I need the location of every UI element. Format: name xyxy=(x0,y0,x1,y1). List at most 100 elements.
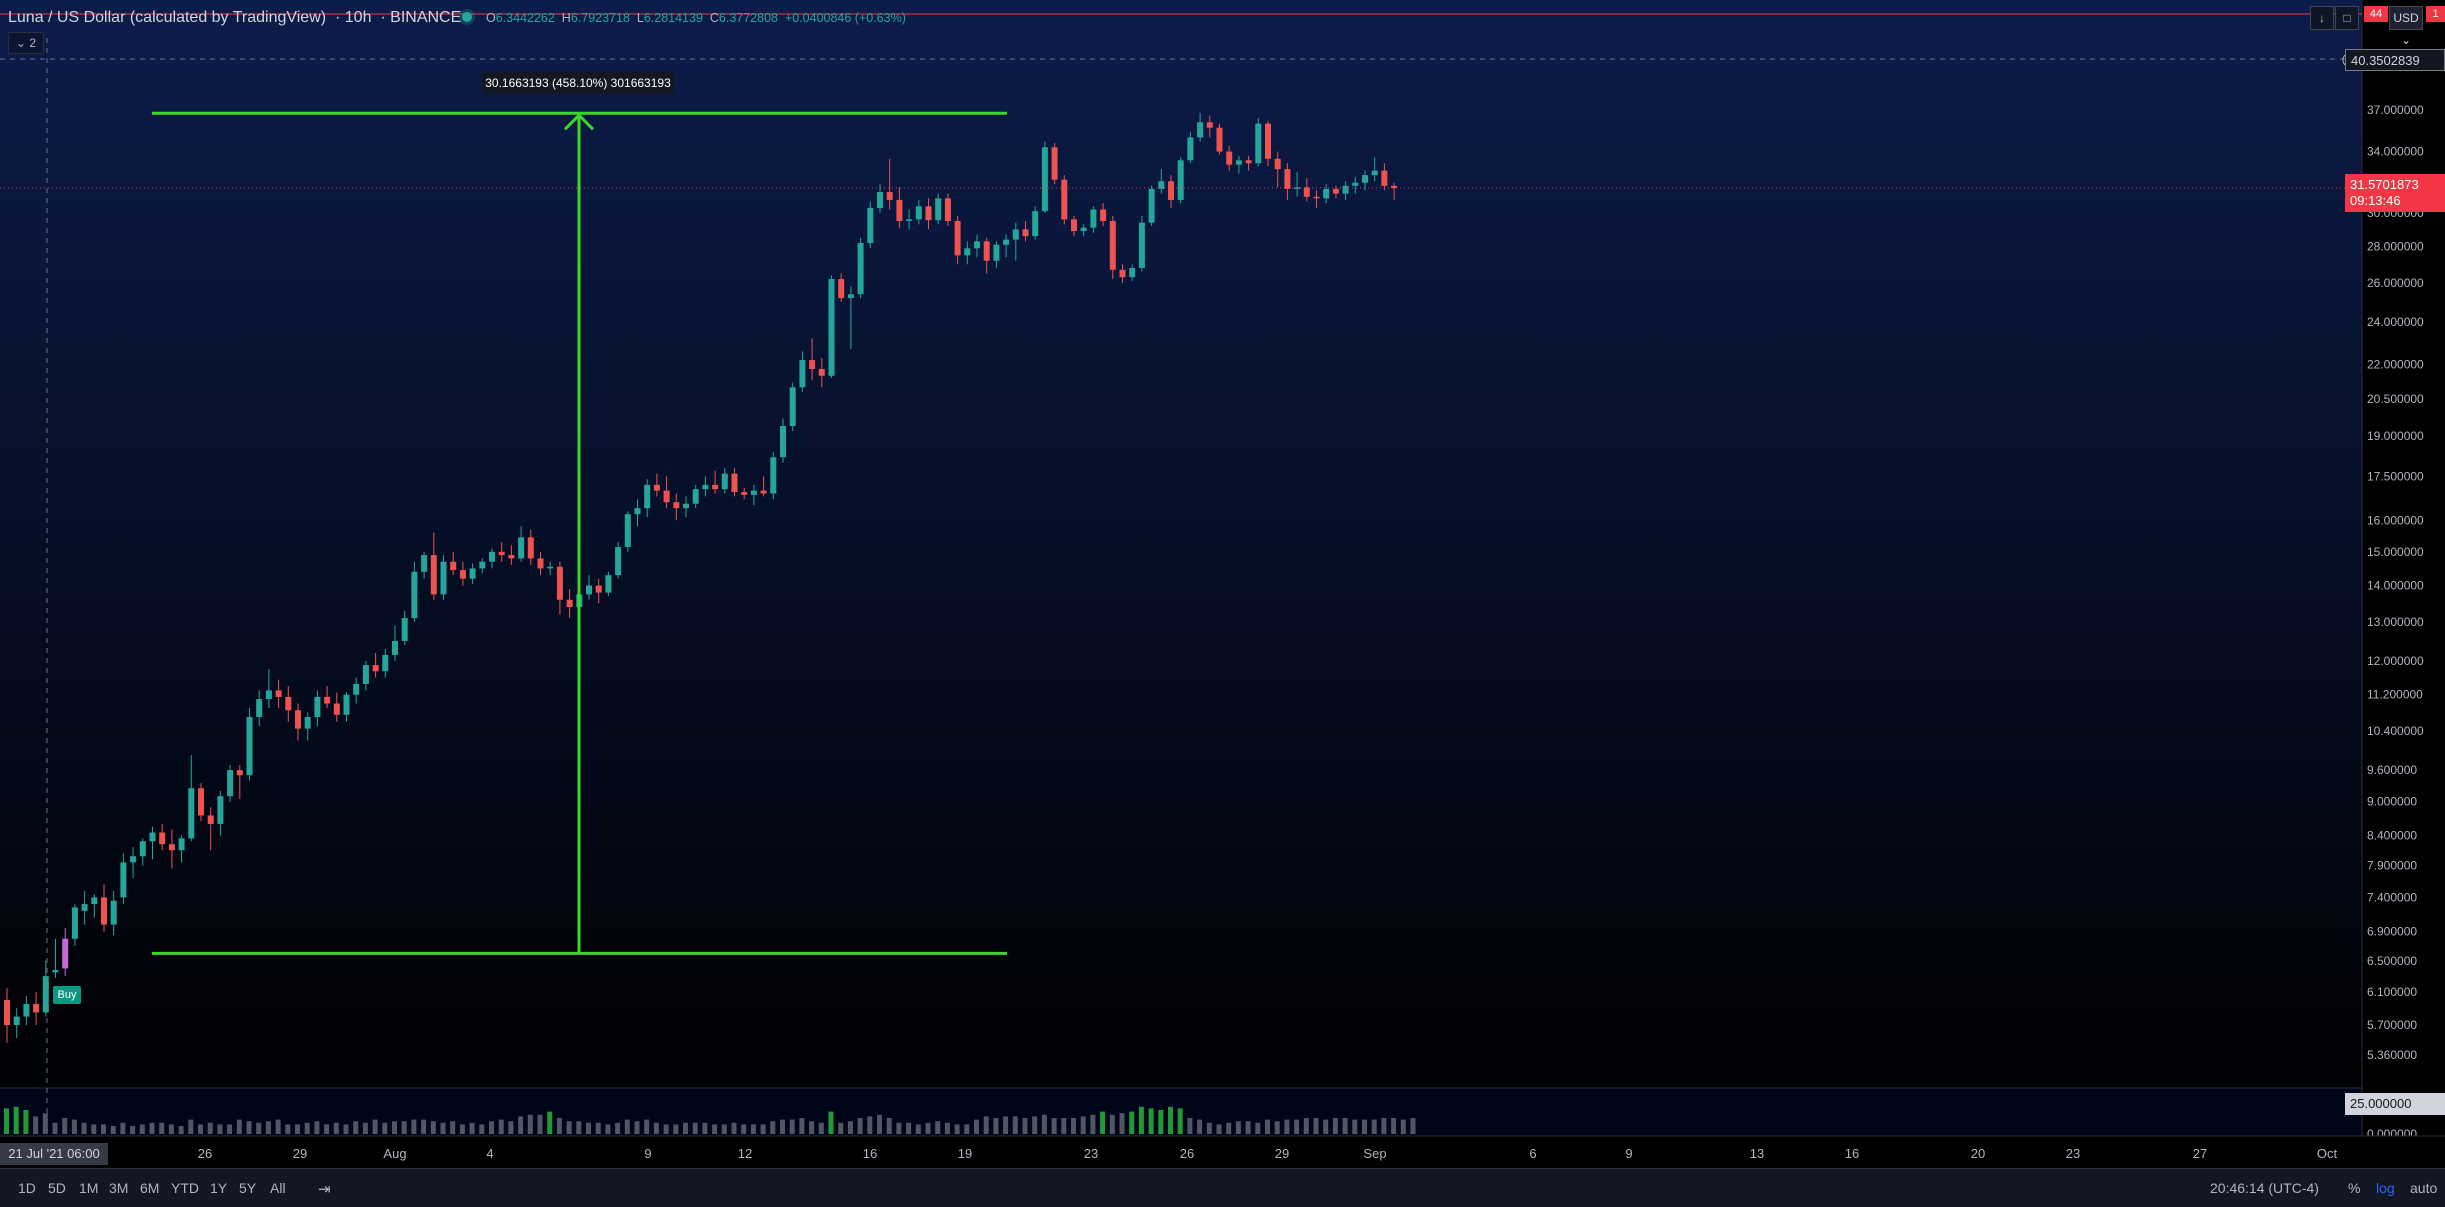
volume-bar xyxy=(867,1116,873,1134)
alert-count-badge-2[interactable]: 1 xyxy=(2426,6,2445,22)
y-tick-label: 28.000000 xyxy=(2367,240,2424,254)
date-range-icon[interactable]: ⇥ xyxy=(318,1181,331,1198)
volume-bar xyxy=(178,1126,184,1134)
candle-body xyxy=(964,248,971,256)
volume-bar xyxy=(692,1122,698,1134)
volume-bar xyxy=(566,1121,572,1134)
range-6m-button[interactable]: 6M xyxy=(140,1180,160,1196)
volume-bar xyxy=(1022,1118,1028,1134)
volume-bar xyxy=(217,1124,223,1134)
y-tick-label: 37.000000 xyxy=(2367,103,2424,117)
candle-body xyxy=(983,241,990,261)
candle-body xyxy=(411,571,418,619)
volume-bar xyxy=(925,1122,931,1134)
candle-body xyxy=(683,503,689,509)
volume-bar xyxy=(634,1121,640,1134)
x-tick-label: Aug xyxy=(383,1146,406,1161)
range-all-button[interactable]: All xyxy=(270,1180,286,1196)
volume-bar xyxy=(906,1122,912,1134)
volume-bar xyxy=(721,1124,727,1134)
clock-label[interactable]: 20:46:14 (UTC-4) xyxy=(2210,1180,2319,1196)
volume-bar xyxy=(915,1124,921,1134)
crosshair-date-label: 21 Jul '21 06:00 xyxy=(0,1143,108,1165)
candle-body xyxy=(1332,188,1339,194)
low-value: 6.2814139 xyxy=(643,11,703,25)
volume-scale-top-text: 25.000000 xyxy=(2350,1096,2412,1111)
volume-bar xyxy=(1284,1119,1290,1134)
candle-body xyxy=(1323,188,1330,199)
candle-body xyxy=(915,206,922,220)
log-toggle[interactable]: log xyxy=(2376,1180,2395,1196)
y-tick-label: 26.000000 xyxy=(2367,276,2424,290)
candle-body xyxy=(353,683,360,695)
candle-body xyxy=(760,490,767,494)
candle-body xyxy=(1303,187,1310,197)
x-tick-label: 6 xyxy=(1529,1146,1536,1161)
ohlc-values: O6.3442262 H6.7923718 L6.2814139 C6.3772… xyxy=(486,11,906,25)
interval-label[interactable]: 10h xyxy=(344,9,372,26)
volume-bar xyxy=(1400,1119,1406,1134)
volume-bar xyxy=(1032,1116,1038,1134)
percent-toggle[interactable]: % xyxy=(2348,1180,2361,1196)
legend-toggle-button[interactable]: ⌄ 2 xyxy=(8,32,44,54)
auto-toggle[interactable]: auto xyxy=(2410,1180,2438,1196)
candle-body xyxy=(537,558,544,569)
candle-body xyxy=(692,489,699,504)
volume-bar xyxy=(479,1124,485,1134)
volume-bar xyxy=(537,1114,543,1134)
candle-body xyxy=(780,426,786,458)
volume-bar xyxy=(1061,1118,1067,1134)
candle-body xyxy=(343,694,350,715)
volume-bar xyxy=(168,1124,174,1134)
candle-body xyxy=(974,241,980,249)
range-1y-button[interactable]: 1Y xyxy=(210,1180,228,1196)
download-icon[interactable]: ↓ xyxy=(2310,6,2334,30)
candle-body xyxy=(741,492,748,495)
range-3m-button[interactable]: 3M xyxy=(109,1180,129,1196)
volume-bar xyxy=(459,1124,465,1134)
symbol-title[interactable]: Luna / US Dollar (calculated by TradingV… xyxy=(8,9,327,26)
price-axis-panel xyxy=(2362,38,2445,1136)
candle-body xyxy=(615,546,622,576)
alert-count-badge[interactable]: 44 xyxy=(2364,6,2388,22)
fullscreen-icon[interactable]: □ xyxy=(2335,6,2359,30)
range-1d-button[interactable]: 1D xyxy=(18,1180,36,1196)
buy-signal-label[interactable]: Buy xyxy=(53,986,81,1004)
volume-bar xyxy=(1158,1110,1164,1134)
volume-bar xyxy=(712,1124,718,1134)
volume-bar xyxy=(256,1122,262,1134)
volume-bar xyxy=(1342,1118,1348,1134)
candle-body xyxy=(1255,123,1262,164)
candle-body xyxy=(314,696,321,718)
candle-body xyxy=(440,561,447,595)
candle-body xyxy=(1003,239,1010,245)
y-tick-label: 10.400000 xyxy=(2367,724,2424,738)
y-tick-label: 6.500000 xyxy=(2367,954,2417,968)
volume-bar xyxy=(265,1121,271,1134)
candle-body xyxy=(1022,229,1029,237)
y-tick-label: 15.000000 xyxy=(2367,545,2424,559)
last-price-value: 31.5701873 xyxy=(2350,177,2419,192)
x-tick-label: 26 xyxy=(1180,1146,1194,1161)
candle-body xyxy=(663,490,670,503)
candle-body xyxy=(857,243,864,295)
range-1m-button[interactable]: 1M xyxy=(79,1180,99,1196)
range-ytd-button[interactable]: YTD xyxy=(171,1180,199,1196)
crosshair-price-label: 40.3502839 xyxy=(2345,49,2445,71)
y-tick-label: 13.000000 xyxy=(2367,615,2424,629)
time-axis-panel xyxy=(0,1136,2445,1168)
currency-button[interactable]: USD ⌄ xyxy=(2389,6,2423,47)
x-tick-label: Sep xyxy=(1363,1146,1386,1161)
candle-body xyxy=(896,199,903,222)
range-5y-button[interactable]: 5Y xyxy=(239,1180,257,1196)
y-tick-label: 17.500000 xyxy=(2367,469,2424,483)
range-5d-button[interactable]: 5D xyxy=(48,1180,66,1196)
candle-body xyxy=(1100,209,1107,222)
volume-bar xyxy=(702,1122,708,1134)
candle-body xyxy=(1381,170,1388,186)
volume-bar xyxy=(1187,1118,1193,1134)
volume-bar xyxy=(828,1111,834,1134)
symbol-title-line[interactable]: Luna / US Dollar (calculated by TradingV… xyxy=(8,9,462,26)
candle-body xyxy=(1206,122,1213,128)
